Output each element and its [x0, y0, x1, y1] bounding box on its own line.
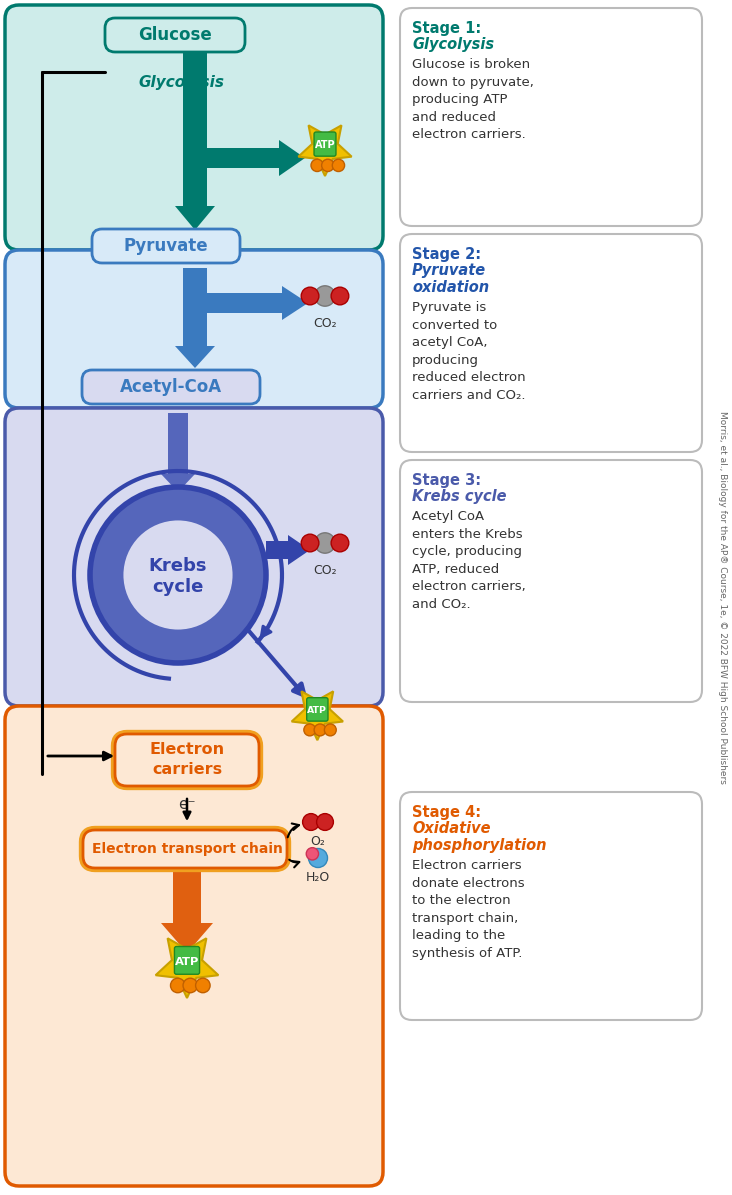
Text: Acetyl-CoA: Acetyl-CoA — [120, 378, 222, 396]
Circle shape — [308, 848, 327, 868]
FancyBboxPatch shape — [307, 698, 328, 721]
Text: ATP: ATP — [307, 706, 327, 715]
Text: Pyruvate is
converted to
acetyl CoA,
producing
reduced electron
carriers and CO₂: Pyruvate is converted to acetyl CoA, pro… — [412, 301, 526, 402]
FancyBboxPatch shape — [115, 734, 259, 786]
FancyBboxPatch shape — [174, 946, 200, 974]
Text: Glycolysis: Glycolysis — [412, 37, 494, 53]
FancyBboxPatch shape — [92, 229, 240, 263]
Circle shape — [302, 814, 319, 831]
Text: Stage 1:: Stage 1: — [412, 22, 481, 36]
Text: Glucose is broken
down to pyruvate,
producing ATP
and reduced
electron carriers.: Glucose is broken down to pyruvate, prod… — [412, 59, 534, 141]
Polygon shape — [266, 541, 288, 559]
Circle shape — [304, 724, 315, 736]
Text: CO₂: CO₂ — [313, 317, 337, 330]
Circle shape — [183, 979, 198, 993]
Circle shape — [311, 159, 324, 172]
Circle shape — [332, 159, 345, 172]
Circle shape — [315, 286, 335, 306]
Polygon shape — [291, 692, 343, 740]
Circle shape — [124, 521, 233, 630]
FancyBboxPatch shape — [400, 234, 702, 452]
Polygon shape — [175, 206, 215, 229]
Text: Krebs cycle: Krebs cycle — [412, 489, 507, 504]
Circle shape — [301, 287, 319, 305]
Text: Acetyl CoA
enters the Krebs
cycle, producing
ATP, reduced
electron carriers,
and: Acetyl CoA enters the Krebs cycle, produ… — [412, 510, 526, 611]
Circle shape — [324, 724, 336, 736]
FancyBboxPatch shape — [83, 831, 287, 868]
FancyBboxPatch shape — [400, 8, 702, 226]
Circle shape — [314, 724, 326, 736]
FancyBboxPatch shape — [5, 250, 383, 407]
Text: cycle: cycle — [152, 578, 203, 596]
Text: Glucose: Glucose — [138, 26, 212, 44]
Polygon shape — [173, 868, 201, 923]
Text: Stage 4:: Stage 4: — [412, 805, 481, 820]
Circle shape — [321, 159, 334, 172]
FancyBboxPatch shape — [5, 407, 383, 706]
Text: Pyruvate
oxidation: Pyruvate oxidation — [412, 263, 489, 295]
Text: CO₂: CO₂ — [313, 564, 337, 577]
Text: O₂: O₂ — [310, 834, 326, 847]
Polygon shape — [161, 923, 213, 952]
Polygon shape — [156, 938, 218, 998]
Text: Morris, et al., Biology for the AP® Course, 1e, © 2022 BFW High School Publisher: Morris, et al., Biology for the AP® Cour… — [717, 411, 726, 784]
Polygon shape — [279, 140, 305, 176]
Polygon shape — [183, 268, 207, 347]
Circle shape — [195, 979, 210, 993]
Circle shape — [301, 534, 319, 552]
Circle shape — [171, 979, 185, 993]
Text: Krebs: Krebs — [149, 557, 207, 575]
FancyBboxPatch shape — [400, 792, 702, 1021]
Polygon shape — [288, 535, 310, 565]
FancyBboxPatch shape — [82, 370, 260, 404]
Polygon shape — [299, 125, 351, 176]
Text: ATP: ATP — [315, 140, 335, 151]
Circle shape — [315, 533, 335, 553]
FancyBboxPatch shape — [5, 5, 383, 250]
Polygon shape — [195, 148, 279, 168]
Circle shape — [331, 287, 349, 305]
Text: Stage 2:: Stage 2: — [412, 247, 481, 262]
FancyBboxPatch shape — [314, 131, 336, 157]
Text: Electron carriers
donate electrons
to the electron
transport chain,
leading to t: Electron carriers donate electrons to th… — [412, 859, 525, 960]
FancyBboxPatch shape — [83, 831, 287, 868]
Text: Oxidative
phosphorylation: Oxidative phosphorylation — [412, 821, 547, 853]
Polygon shape — [195, 293, 282, 313]
Text: Stage 3:: Stage 3: — [412, 473, 481, 488]
Circle shape — [331, 534, 349, 552]
Text: carriers: carriers — [152, 761, 222, 777]
Polygon shape — [168, 413, 188, 474]
FancyBboxPatch shape — [105, 18, 245, 53]
Polygon shape — [175, 347, 215, 368]
Text: e⁻: e⁻ — [179, 797, 195, 811]
Circle shape — [306, 847, 318, 860]
Polygon shape — [282, 286, 308, 320]
FancyBboxPatch shape — [400, 460, 702, 701]
Text: Pyruvate: Pyruvate — [124, 237, 209, 255]
Polygon shape — [161, 474, 195, 492]
Text: Electron: Electron — [149, 742, 225, 756]
Text: Electron transport chain: Electron transport chain — [92, 842, 283, 856]
Text: H₂O: H₂O — [306, 871, 330, 883]
Polygon shape — [183, 53, 207, 206]
Circle shape — [317, 814, 333, 831]
Circle shape — [90, 488, 266, 663]
Text: ATP: ATP — [175, 957, 199, 967]
FancyBboxPatch shape — [115, 734, 259, 786]
Text: Glycolysis: Glycolysis — [138, 74, 224, 90]
FancyBboxPatch shape — [5, 706, 383, 1185]
